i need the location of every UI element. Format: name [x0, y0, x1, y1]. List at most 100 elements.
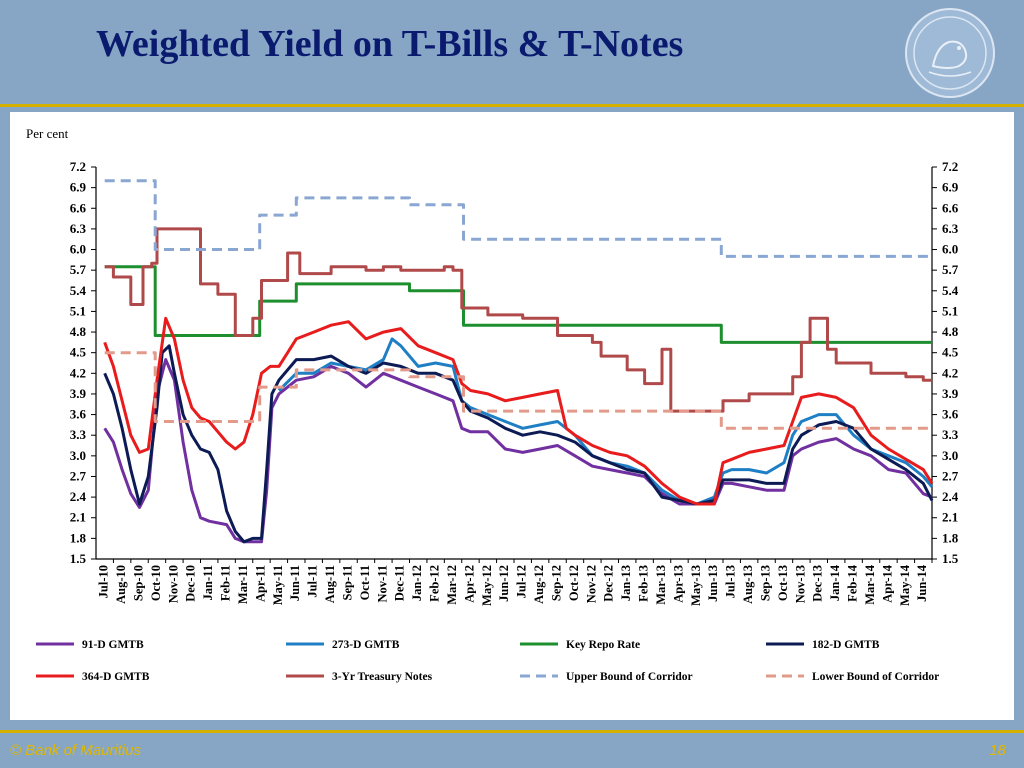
- x-tick-label: Dec-12: [602, 565, 616, 602]
- x-tick-label: Mar-13: [654, 565, 668, 605]
- series-line-key-repo-rate: [104, 265, 932, 344]
- x-tick-label: Jan-11: [201, 565, 215, 600]
- x-tick-label: Feb-14: [846, 564, 860, 602]
- x-tick-label: Jun-14: [915, 564, 929, 602]
- x-tick-label: Apr-11: [253, 565, 267, 602]
- x-tick-label: Feb-13: [637, 565, 651, 602]
- x-tick-label: Jul-13: [724, 565, 738, 598]
- x-tick-label: Sep-12: [549, 565, 563, 601]
- y-tick-label-left: 6.9: [70, 180, 87, 195]
- y-tick-label-left: 4.5: [70, 345, 87, 360]
- x-tick-label: Oct-10: [149, 565, 163, 601]
- y-tick-label-right: 6.9: [942, 180, 959, 195]
- y-tick-label-left: 3.9: [70, 386, 87, 401]
- y-tick-label-left: 4.8: [70, 324, 87, 339]
- x-tick-label: Sep-10: [131, 565, 145, 601]
- y-tick-label-left: 5.1: [70, 303, 86, 318]
- y-tick-label-right: 6.0: [942, 242, 958, 257]
- page-number: 18: [989, 742, 1006, 759]
- x-tick-label: Sep-11: [340, 565, 354, 600]
- y-tick-label-right: 5.7: [942, 262, 959, 277]
- x-tick-label: Mar-12: [445, 565, 459, 605]
- y-tick-label-right: 3.0: [942, 448, 958, 463]
- series-line-3-yr-treasury-notes: [104, 227, 932, 413]
- legend-label: 364-D GMTB: [82, 671, 150, 683]
- y-tick-label-left: 2.1: [70, 510, 86, 525]
- x-tick-label: Jul-11: [306, 565, 320, 598]
- legend-label: 182-D GMTB: [812, 639, 880, 651]
- y-tick-label-right: 6.6: [942, 200, 959, 215]
- y-tick-label-right: 2.7: [942, 468, 959, 483]
- series-line-91-d-gmtb: [103, 358, 933, 544]
- x-tick-label: Jun-11: [288, 565, 302, 601]
- x-tick-label: Dec-13: [811, 565, 825, 602]
- y-tick-label-right: 4.5: [942, 345, 959, 360]
- y-tick-label-right: 1.5: [942, 551, 959, 566]
- x-tick-label: Dec-11: [393, 565, 407, 601]
- series-line-364-d-gmtb: [103, 316, 934, 506]
- y-tick-label-left: 6.6: [70, 200, 87, 215]
- x-tick-label: May-11: [271, 565, 285, 605]
- footer-divider: [0, 730, 1024, 733]
- footer-copyright: © Bank of Mauritius: [10, 742, 142, 759]
- x-tick-label: Oct-11: [358, 565, 372, 600]
- legend-label: 91-D GMTB: [82, 639, 144, 651]
- x-tick-label: Feb-12: [428, 565, 442, 602]
- y-tick-label-left: 1.8: [70, 530, 87, 545]
- legend-label: 273-D GMTB: [332, 639, 400, 651]
- x-tick-label: Nov-10: [166, 565, 180, 603]
- y-tick-label-left: 5.7: [70, 262, 87, 277]
- y-tick-label-right: 3.3: [942, 427, 959, 442]
- x-tick-label: Jun-13: [706, 565, 720, 602]
- legend-label: Upper Bound of Corridor: [566, 671, 693, 683]
- y-tick-label-right: 2.4: [942, 489, 959, 504]
- x-tick-label: Aug-10: [114, 565, 128, 604]
- y-tick-label-right: 6.3: [942, 221, 959, 236]
- y-tick-label-left: 3.6: [70, 407, 87, 422]
- x-tick-label: Nov-13: [793, 565, 807, 603]
- x-tick-label: Apr-14: [880, 564, 894, 602]
- x-tick-label: May-14: [898, 564, 912, 606]
- y-tick-label-left: 5.4: [70, 283, 87, 298]
- y-tick-label-left: 6.0: [70, 242, 86, 257]
- x-tick-label: Oct-13: [776, 565, 790, 601]
- slide-title: Weighted Yield on T-Bills & T-Notes: [96, 23, 684, 65]
- x-tick-label: Nov-12: [584, 565, 598, 603]
- x-tick-label: Nov-11: [375, 565, 389, 603]
- chart-panel: Per cent 7.2 7.2 6.9 6.9 6.6 6.6 6.3 6.3 6.0 6.0 5…: [10, 112, 1014, 720]
- x-tick-label: Jun-12: [497, 565, 511, 602]
- x-tick-label: Jan-14: [828, 564, 842, 601]
- legend-label: 3-Yr Treasury Notes: [332, 671, 433, 683]
- x-tick-label: Aug-11: [323, 565, 337, 603]
- series-line-lower-bound-of-corridor: [104, 351, 932, 430]
- y-tick-label-right: 2.1: [942, 510, 958, 525]
- y-tick-label-right: 1.8: [942, 530, 959, 545]
- series-line-upper-bound-of-corridor: [104, 179, 932, 258]
- legend-label: Key Repo Rate: [566, 639, 640, 651]
- x-tick-label: Apr-12: [462, 565, 476, 603]
- x-tick-label: Dec-10: [184, 565, 198, 602]
- y-tick-label-left: 2.4: [70, 489, 87, 504]
- y-tick-label-right: 4.2: [942, 365, 958, 380]
- header-divider: [0, 104, 1024, 107]
- x-tick-label: Mar-11: [236, 565, 250, 604]
- x-tick-label: Aug-13: [741, 565, 755, 604]
- x-tick-label: May-13: [689, 565, 703, 606]
- yield-line-chart: Per cent 7.2 7.2 6.9 6.9 6.6 6.6 6.3 6.3 6.0 6.0 5…: [26, 126, 959, 683]
- bank-seal-logo: [905, 8, 995, 98]
- legend-label: Lower Bound of Corridor: [812, 671, 939, 683]
- y-axis-label: Per cent: [26, 126, 69, 141]
- x-tick-label: Apr-13: [671, 565, 685, 603]
- x-tick-label: Mar-14: [863, 564, 877, 605]
- y-tick-label-right: 5.1: [942, 303, 958, 318]
- x-tick-label: Jan-12: [410, 565, 424, 601]
- x-tick-label: Jul-10: [97, 565, 111, 598]
- x-tick-label: Sep-13: [758, 565, 772, 601]
- y-tick-label-left: 3.0: [70, 448, 86, 463]
- y-tick-label-left: 3.3: [70, 427, 87, 442]
- x-tick-label: Jan-13: [619, 565, 633, 601]
- x-tick-label: Aug-12: [532, 565, 546, 604]
- y-tick-label-left: 4.2: [70, 365, 86, 380]
- y-tick-label-right: 3.9: [942, 386, 959, 401]
- y-tick-label-right: 7.2: [942, 159, 958, 174]
